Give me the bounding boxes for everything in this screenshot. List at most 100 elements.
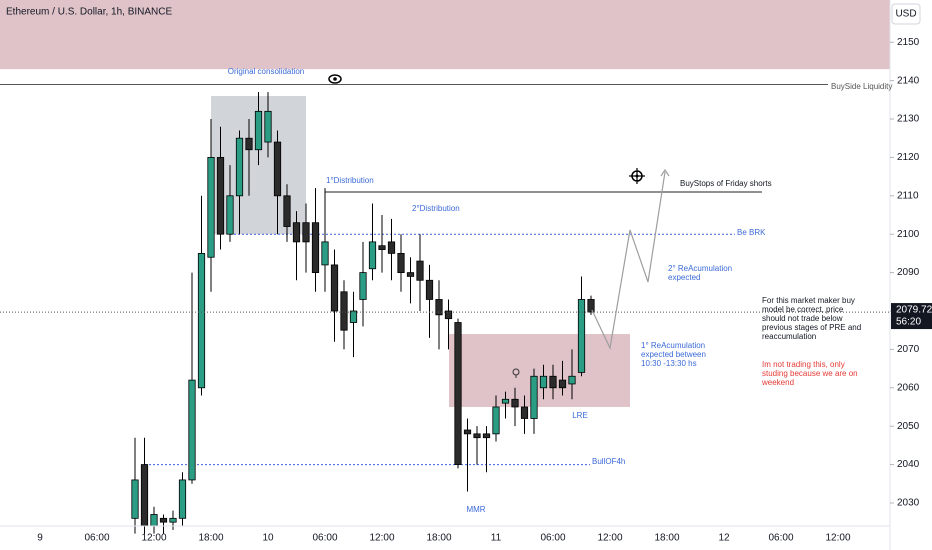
candle-body: [492, 406, 500, 435]
last-price-box: [891, 303, 932, 330]
annotation: 2°Distribution: [412, 204, 460, 213]
candle-body: [254, 110, 263, 151]
candle-body: [340, 291, 348, 331]
annotation: 10:30 -13:30 hs: [641, 359, 697, 368]
candle-body: [283, 195, 291, 227]
annotation: For this market maker buy: [762, 296, 855, 305]
x-tick-label: 18:00: [198, 533, 223, 544]
x-tick-label: 12:00: [825, 533, 850, 544]
annotation: reaccumulation: [762, 332, 816, 341]
candle-body: [577, 299, 586, 373]
candle-body: [549, 375, 557, 389]
candle-body: [558, 379, 567, 389]
candle-body: [216, 157, 225, 235]
projection-path: [591, 171, 666, 350]
annotation: expected between: [641, 350, 706, 359]
annotation: BuySide Liquidity: [831, 82, 892, 91]
y-tick-label: 2140: [897, 75, 920, 86]
annotation: studing because we are on: [762, 369, 858, 378]
x-tick-label: 18:00: [654, 533, 679, 544]
candle-body: [397, 253, 405, 273]
candle-body: [302, 222, 310, 243]
candle-body: [501, 398, 510, 404]
x-tick-label: 12:00: [141, 533, 166, 544]
currency-label: USD: [895, 9, 916, 20]
annotation: should not trade below: [762, 314, 843, 323]
candle-body: [520, 406, 529, 419]
candle-body: [169, 517, 177, 523]
candle-body: [473, 433, 481, 439]
candle-body: [292, 222, 301, 243]
x-tick-label: 12:00: [369, 533, 394, 544]
annotation: model be correct, price: [762, 305, 844, 314]
y-tick-label: 2040: [897, 459, 920, 470]
annotation: LRE: [572, 411, 588, 420]
annotation: 1° ReAcumulation: [641, 341, 705, 350]
x-tick-label: 11: [491, 533, 502, 544]
candle-body: [511, 398, 519, 408]
x-tick-label: 9: [37, 533, 43, 544]
annotation: Im not trading this, only: [762, 360, 845, 369]
annotation: MMR: [466, 505, 485, 514]
candle-body: [264, 110, 272, 143]
annotation: BullOF4h: [592, 457, 625, 466]
currency-button[interactable]: [891, 3, 921, 25]
y-tick-label: 2100: [897, 229, 920, 240]
plot-area: [0, 0, 890, 534]
zone: [449, 334, 630, 407]
candle-body: [311, 222, 320, 273]
candle-body: [273, 141, 282, 197]
candle-body: [207, 157, 215, 258]
annotation: 1°Distribution: [326, 176, 374, 185]
candle-body: [359, 272, 367, 300]
candle-body: [587, 299, 595, 313]
candle-body: [568, 375, 576, 385]
candle-body: [435, 299, 443, 316]
x-tick-label: 06:00: [768, 533, 793, 544]
y-tick-label: 2050: [897, 421, 920, 432]
target-icon: [629, 168, 645, 184]
annotation: Be BRK: [737, 228, 766, 237]
zone: [0, 0, 890, 70]
annotation: 2° ReAcumulation: [668, 264, 732, 273]
eye-icon: [328, 74, 342, 84]
candle-body: [226, 195, 234, 235]
candle-body: [416, 260, 424, 281]
candle-body: [150, 514, 158, 527]
x-tick-label: 10: [262, 533, 274, 544]
candle-body: [368, 241, 377, 270]
candle-body: [197, 253, 206, 389]
annotation: weekend: [761, 378, 794, 387]
candle-body: [140, 464, 149, 527]
y-tick-label: 2060: [897, 382, 920, 393]
candle-body: [406, 272, 415, 277]
candle-body: [539, 375, 548, 389]
annotation: previous stages of PRE and: [762, 323, 861, 332]
candle-body: [425, 279, 434, 300]
countdown-label: 56:20: [896, 317, 921, 328]
last-price-label: 2079.72: [896, 305, 932, 316]
candle-body: [235, 137, 244, 197]
annotation: Original consolidation: [228, 67, 305, 76]
candle-body: [159, 517, 168, 523]
candle-body: [444, 310, 453, 320]
x-tick-label: 18:00: [426, 533, 451, 544]
projection-arrowhead: [660, 168, 670, 177]
candle-body: [463, 429, 472, 435]
x-tick-label: 06:00: [540, 533, 565, 544]
bulb-icon: [512, 368, 520, 378]
y-tick-label: 2110: [897, 190, 919, 201]
y-tick-label: 2090: [897, 267, 920, 278]
y-tick-label: 2030: [897, 498, 920, 509]
candle-body: [387, 241, 396, 254]
y-tick-label: 2150: [897, 37, 920, 48]
x-tick-label: 12:00: [597, 533, 622, 544]
candle-body: [349, 310, 358, 323]
y-tick-label: 2070: [897, 344, 920, 355]
candle-body: [330, 264, 339, 312]
annotation: expected: [668, 273, 700, 282]
candle-body: [378, 245, 386, 250]
annotation: BuyStops of Friday shorts: [680, 179, 772, 188]
candle-body: [245, 137, 253, 151]
